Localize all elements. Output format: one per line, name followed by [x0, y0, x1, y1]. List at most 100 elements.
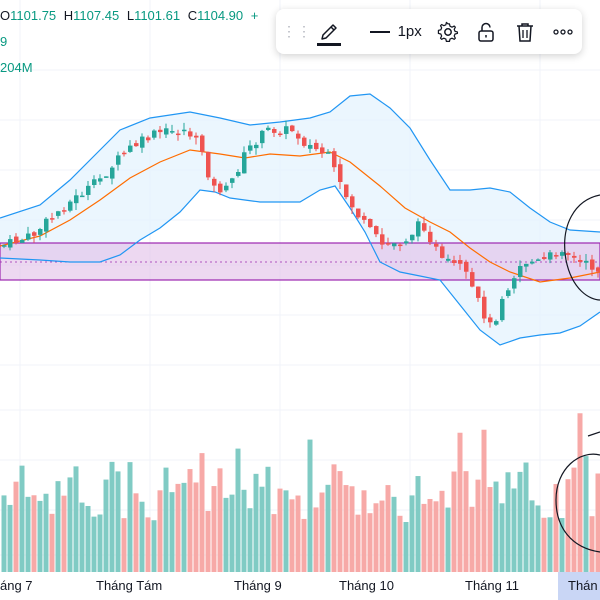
candle-body — [104, 176, 109, 178]
volume-bar — [67, 477, 73, 572]
drag-handle-icon[interactable]: ⋮⋮ — [282, 23, 312, 39]
volume-bar — [217, 468, 223, 572]
candle-body — [476, 286, 481, 298]
candle-body — [206, 151, 211, 178]
volume-bar — [493, 481, 499, 572]
candle-body — [464, 261, 469, 272]
candle-body — [380, 234, 385, 245]
candle-body — [362, 215, 367, 220]
candle-body — [500, 298, 505, 321]
drawn-stroke[interactable] — [587, 431, 600, 437]
line-width-button[interactable]: 1px — [362, 14, 429, 50]
candle-body — [56, 211, 61, 216]
candle-body — [320, 147, 325, 154]
volume-bar — [451, 471, 457, 572]
volume-bar — [325, 484, 331, 572]
volume-bar — [409, 495, 415, 572]
candle-body — [128, 145, 133, 152]
volume-bar — [583, 456, 589, 572]
bollinger-basis-line — [0, 149, 600, 283]
candle-body — [548, 252, 553, 260]
volume-bar — [523, 462, 529, 572]
candle-body — [332, 151, 337, 168]
candle-body — [2, 245, 7, 247]
candle-body — [26, 233, 31, 240]
settings-button[interactable] — [429, 14, 467, 50]
candle-body — [566, 253, 571, 255]
volume-bar — [85, 505, 91, 572]
volume-bar — [361, 490, 367, 572]
candle-body — [314, 142, 319, 150]
candle-body — [140, 136, 145, 148]
drawn-rectangle[interactable] — [0, 242, 600, 281]
volume-bar — [73, 466, 79, 572]
candle-body — [518, 266, 523, 277]
candle-body — [596, 267, 600, 272]
candle-body — [230, 178, 235, 183]
volume-bar — [259, 486, 265, 572]
volume-bar — [121, 518, 127, 572]
delete-button[interactable] — [506, 14, 544, 50]
volume-bar — [175, 483, 181, 572]
candle-body — [194, 135, 199, 138]
close-value: 1104.90 — [197, 8, 244, 23]
candle-body — [74, 195, 79, 204]
volume-bar — [421, 503, 427, 572]
volume-bar — [199, 453, 205, 572]
candle-body — [80, 195, 85, 198]
candle-body — [374, 226, 379, 235]
pencil-icon — [317, 23, 342, 46]
candle-body — [344, 184, 349, 198]
candle-body — [152, 130, 157, 138]
candle-body — [20, 239, 25, 243]
volume-bar — [463, 471, 469, 572]
volume-bar — [31, 495, 37, 572]
volume-bar — [13, 481, 19, 572]
time-label-dec: Thán — [568, 578, 598, 593]
trash-icon — [516, 22, 533, 42]
candle-body — [110, 167, 115, 179]
candle-body — [182, 129, 187, 132]
time-label-nov: Tháng 11 — [465, 578, 519, 593]
candle-body — [368, 218, 373, 228]
volume-bar — [223, 497, 229, 572]
indicator-legend-bb: 9 — [0, 34, 8, 49]
volume-bar — [535, 505, 541, 572]
volume-bar — [415, 476, 421, 572]
color-button[interactable] — [310, 14, 348, 50]
volume-bar — [433, 501, 439, 572]
lock-button[interactable] — [467, 14, 505, 50]
bollinger-band-fill — [0, 94, 600, 345]
volume-bar — [445, 507, 451, 572]
volume-bar — [253, 473, 259, 572]
volume-bar — [25, 496, 31, 572]
volume-bar — [385, 485, 391, 572]
volume-bar — [247, 508, 253, 572]
volume-bar — [211, 486, 217, 572]
candle-body — [8, 239, 13, 248]
drawn-circle-price[interactable] — [564, 194, 600, 301]
candle-body — [86, 185, 91, 195]
volume-bar — [61, 495, 67, 572]
candle-body — [512, 278, 517, 289]
candle-body — [452, 260, 457, 264]
volume-bar — [331, 464, 337, 572]
drawn-circle-volume[interactable] — [555, 453, 600, 553]
volume-bar — [427, 498, 433, 572]
candle-body — [506, 290, 511, 296]
volume-bar — [205, 510, 211, 572]
candle-body — [116, 155, 121, 165]
volume-bar — [319, 492, 325, 572]
volume-bar — [589, 516, 595, 572]
bollinger-upper-line — [0, 93, 600, 233]
candle-body — [32, 232, 37, 236]
volume-bar — [307, 439, 313, 572]
volume-bar — [265, 466, 271, 572]
volume-bar — [469, 506, 475, 572]
candle-body — [440, 246, 445, 258]
volume-bar — [283, 490, 289, 572]
more-button[interactable] — [544, 14, 582, 50]
candle-body — [530, 261, 535, 264]
candle-body — [296, 133, 301, 139]
